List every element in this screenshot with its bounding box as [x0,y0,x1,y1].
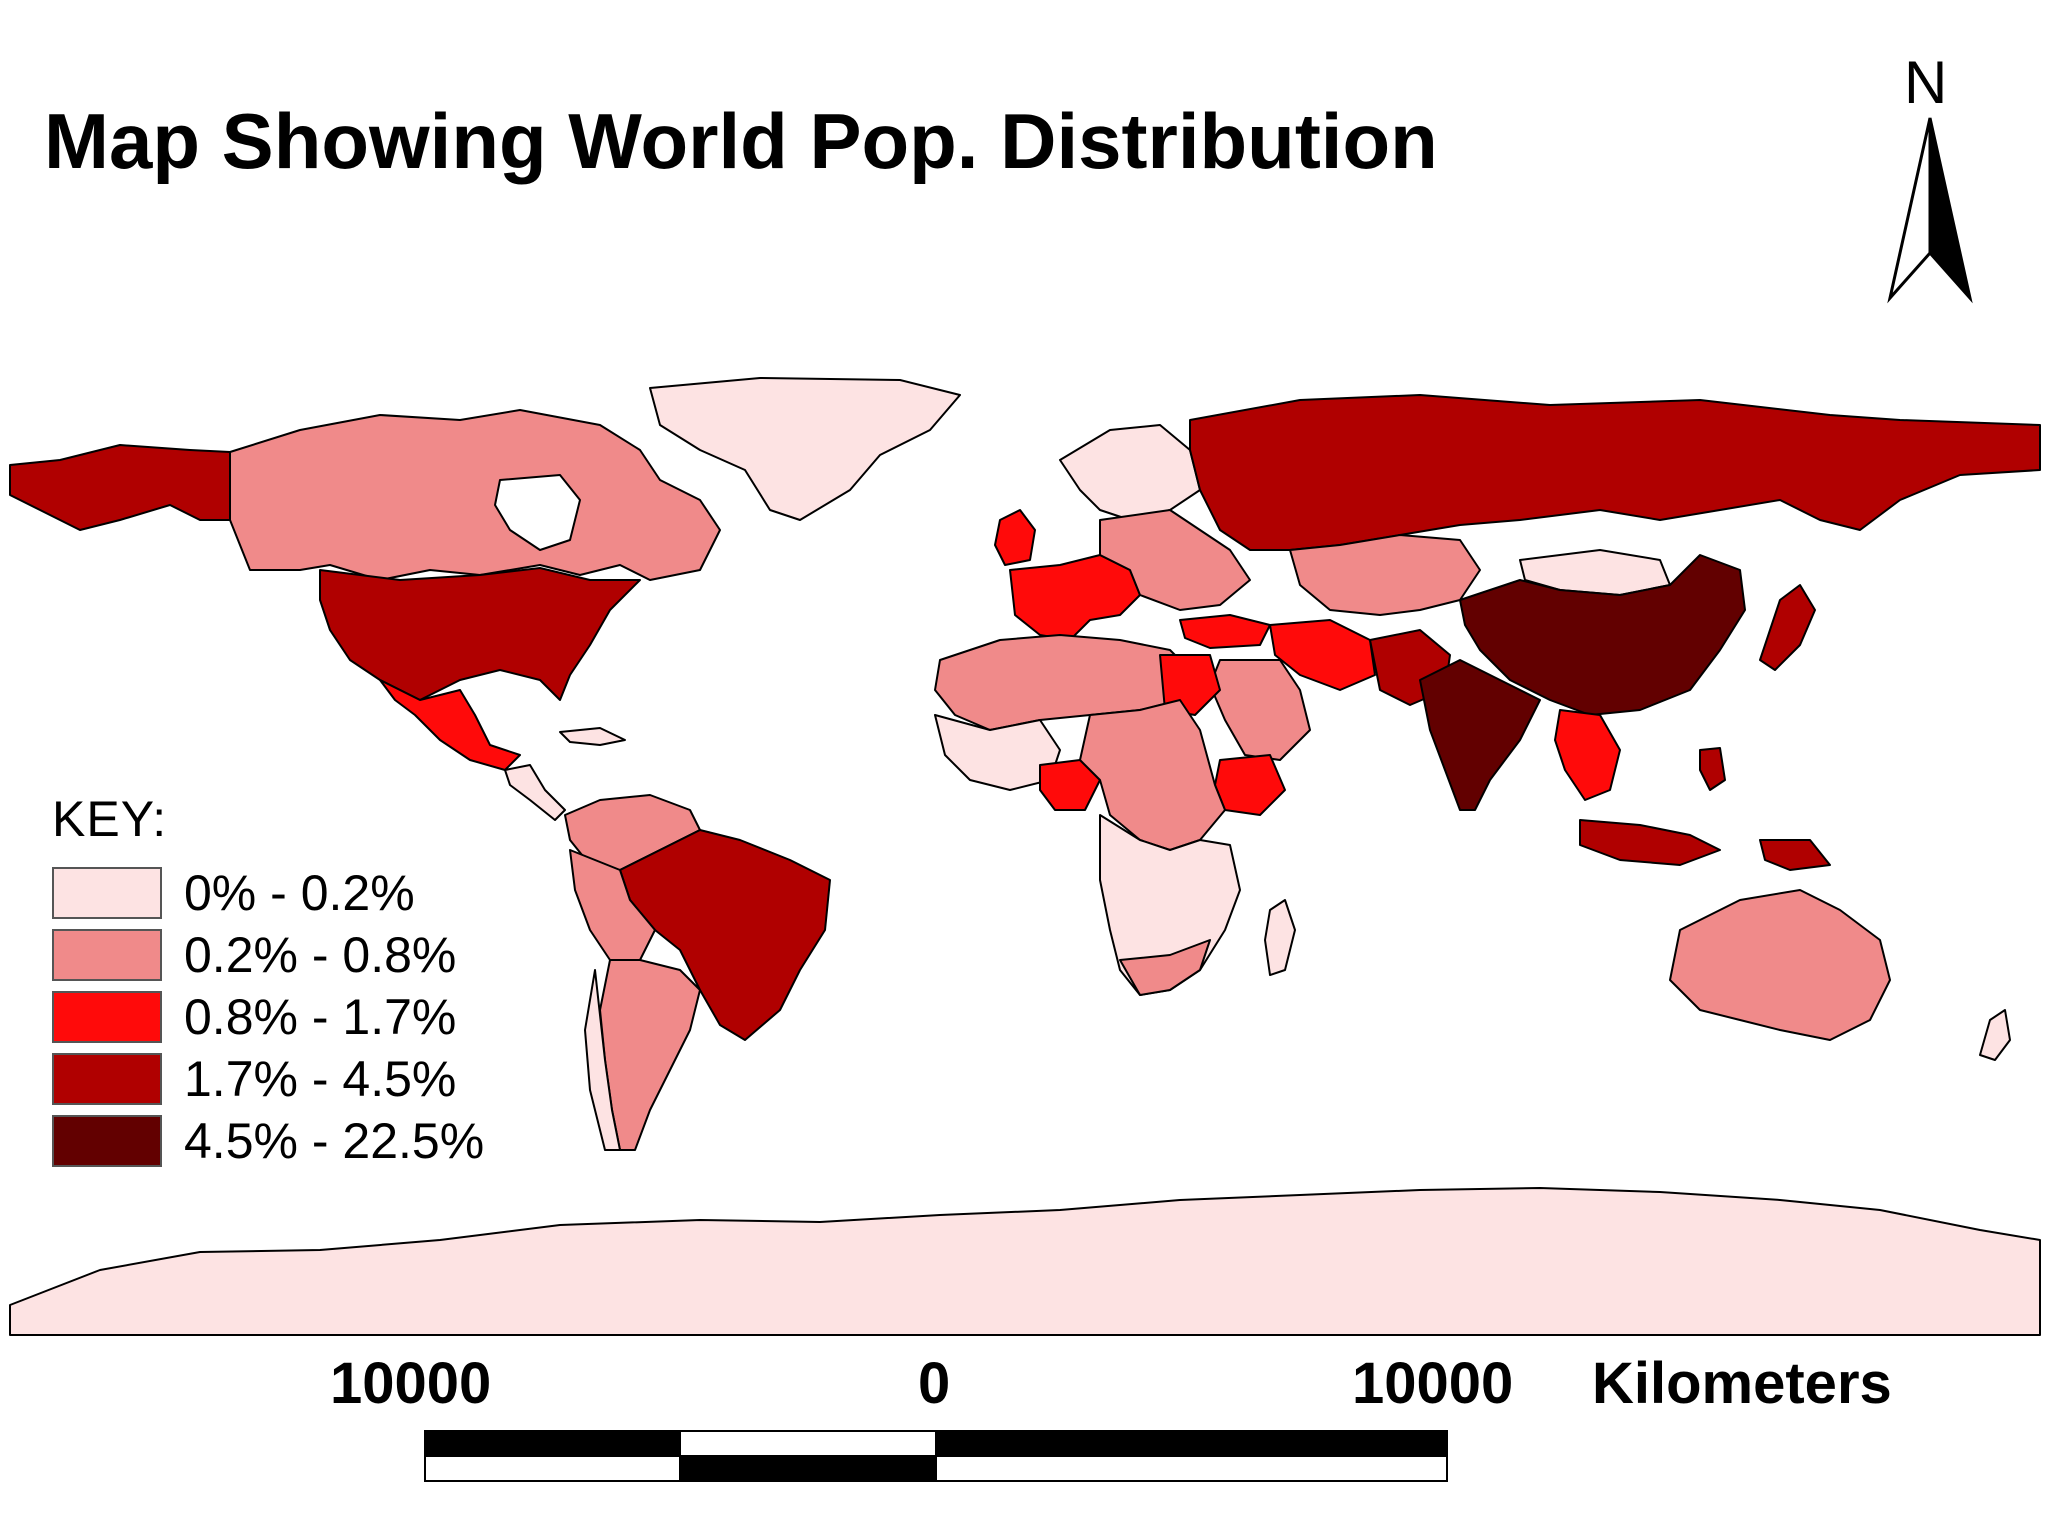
legend-row: 4.5% - 22.5% [52,1110,572,1172]
scale-right-label: 10000 [1352,1351,1514,1416]
region-hudson-bay [494,474,581,551]
scale-segment-2-bottom [679,1455,937,1482]
region-ethiopia [1214,754,1286,816]
region-turkey [1179,614,1271,649]
region-iran [1269,619,1376,691]
region-new-zealand [1979,1009,2011,1061]
map-legend: KEY: 0% - 0.2% 0.2% - 0.8% 0.8% - 1.7% 1.7%… [52,790,572,1172]
region-central-america [504,764,566,821]
legend-label: 0.2% - 0.8% [184,927,457,983]
legend-swatch [52,1115,162,1167]
north-arrow-icon [1887,117,1973,304]
region-western-europe [1009,554,1141,641]
region-usa [319,567,641,701]
region-chile [584,969,621,1151]
legend-label: 0.8% - 1.7% [184,989,457,1045]
region-new-guinea [1759,839,1831,871]
region-india [1419,659,1541,811]
region-south-africa [1119,939,1211,996]
scale-segment-2-top [679,1430,937,1457]
region-mexico [379,679,521,771]
region-brazil [619,829,831,1041]
region-japan [1759,584,1816,671]
legend-swatch [52,867,162,919]
region-australia [1669,889,1891,1041]
scale-segment-3-bottom [935,1455,1448,1482]
region-eastern-europe [1099,509,1251,611]
scale-segment-1-top [424,1430,681,1457]
scale-segment-1-bottom [424,1455,681,1482]
region-central-asia [1289,534,1481,616]
scale-center-label: 0 [918,1351,951,1416]
legend-swatch [52,929,162,981]
region-indonesia [1579,819,1721,866]
region-philippines [1699,747,1726,791]
region-scandinavia [1059,424,1201,521]
world-map [9,377,2041,1336]
region-uk [994,509,1036,566]
region-antarctica [9,1187,2041,1336]
region-russia [1189,394,2041,551]
legend-label: 4.5% - 22.5% [184,1113,485,1169]
legend-row: 0.2% - 0.8% [52,924,572,986]
scale-left-label: 10000 [330,1351,492,1416]
legend-row: 0% - 0.2% [52,862,572,924]
region-china [1459,554,1746,716]
region-egypt [1159,654,1221,716]
scale-units-label: Kilometers [1592,1351,1892,1416]
legend-row: 0.8% - 1.7% [52,986,572,1048]
legend-swatch [52,1053,162,1105]
legend-row: 1.7% - 4.5% [52,1048,572,1110]
north-label: N [1904,49,1948,116]
legend-label: 0% - 0.2% [184,865,415,921]
scale-labels: 10000 0 10000 Kilometers [0,1350,2048,1420]
legend-swatch [52,991,162,1043]
region-greenland [649,377,961,521]
map-title: Map Showing World Pop. Distribution [44,97,1438,185]
region-madagascar [1264,899,1296,976]
region-canada [229,409,721,581]
region-cuba [559,727,626,746]
region-saudi-arabia [1209,659,1311,761]
legend-title: KEY: [52,791,168,847]
legend-label: 1.7% - 4.5% [184,1051,457,1107]
scale-segment-3-top [935,1430,1448,1457]
region-southeast-asia [1554,709,1621,801]
region-alaska [9,444,231,531]
scale-bar [424,1430,1448,1482]
